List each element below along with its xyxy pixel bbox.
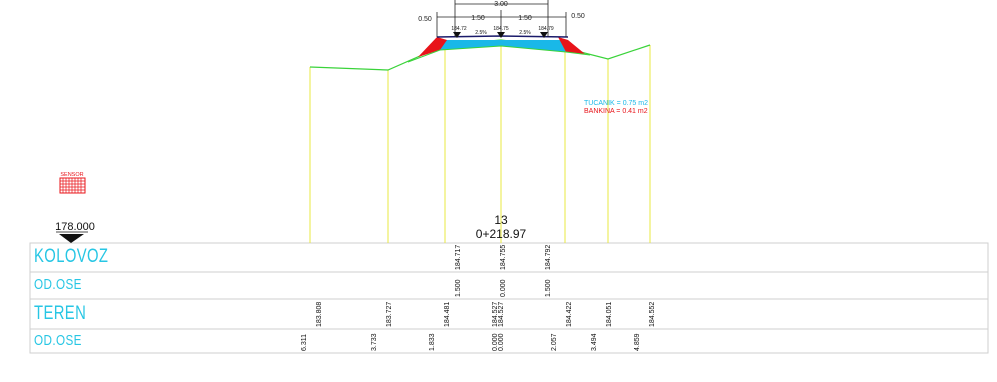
bankina-left	[418, 37, 447, 57]
kolovoz-offset-cell: 1.500	[455, 279, 462, 297]
slope-left: 2.5%	[475, 30, 487, 36]
profile-table	[29, 242, 989, 354]
sensor-symbol: SENSOR	[59, 172, 86, 194]
section-station: 0+218.97	[476, 227, 527, 241]
teren-elev-cell: 184.527	[498, 302, 505, 327]
elev-center: 184.75	[493, 26, 509, 32]
slope-right: 2.5%	[519, 30, 531, 36]
offset-lines	[309, 40, 651, 243]
bankina-area-label: BANKINA = 0.41 m2	[584, 108, 648, 115]
row-label-teren: TEREN	[34, 303, 87, 324]
elevation-markers	[453, 32, 548, 38]
bankina-right	[558, 37, 585, 54]
row-label-od-ose-2: OD.OSE	[34, 332, 82, 349]
teren-elev-cell: 184.422	[566, 302, 573, 327]
table-frame	[29, 242, 989, 354]
kolovoz-values: 184.717 184.755 184.792 1.500 0.000 1.50…	[455, 245, 552, 297]
row-label-od-ose-1: OD.OSE	[34, 276, 82, 293]
teren-offset-cell: 3.733	[371, 333, 378, 351]
teren-offset-cell: 2.057	[551, 333, 558, 351]
teren-offset-cell: 6.311	[301, 334, 308, 351]
dim-total-width: 3.00	[494, 1, 508, 8]
datum-triangle	[59, 234, 84, 243]
kolovoz-elev-cell: 184.755	[500, 245, 507, 270]
tucanik-area-label: TUCANIK = 0.75 m2	[584, 100, 648, 107]
teren-offset-cell: 3.494	[591, 333, 598, 351]
sensor-label: SENSOR	[60, 172, 83, 178]
kolovoz-offset-cell: 1.500	[545, 279, 552, 297]
kolovoz-elev-cell: 184.717	[455, 245, 462, 270]
dimension-lines	[436, 0, 567, 37]
teren-elev-cell: 184.552	[649, 302, 656, 327]
teren-elev-cell: 183.727	[386, 302, 393, 327]
dim-half-right: 1.50	[518, 15, 532, 22]
dim-half-left: 1.50	[471, 15, 485, 22]
kolovoz-offset-cell: 0.000	[500, 279, 507, 297]
dim-shoulder-left: 0.50	[418, 16, 432, 23]
row-label-kolovoz: KOLOVOZ	[34, 246, 109, 267]
teren-elev-cell: 184.481	[444, 302, 451, 327]
section-number: 13	[494, 213, 508, 227]
teren-offset-cell: 1.833	[429, 333, 436, 351]
teren-elev-cell: 184.527	[492, 302, 499, 327]
teren-offset-cell: 0.000	[498, 333, 505, 351]
teren-elev-cell: 183.808	[316, 302, 323, 327]
dim-shoulder-right: 0.50	[571, 13, 585, 20]
teren-elev-cell: 184.051	[606, 302, 613, 327]
elev-left: 184.72	[451, 26, 467, 32]
road-body	[407, 35, 591, 63]
teren-values: 183.808 183.727 184.481 184.527 184.527 …	[301, 302, 656, 351]
elev-right: 184.79	[538, 26, 554, 32]
teren-offset-cell: 4.859	[634, 333, 641, 351]
datum-elevation: 178.000	[55, 221, 95, 233]
road-subgrade-line	[407, 45, 591, 63]
teren-offset-cell: 0.000	[492, 333, 499, 351]
kolovoz-elev-cell: 184.792	[545, 245, 552, 270]
